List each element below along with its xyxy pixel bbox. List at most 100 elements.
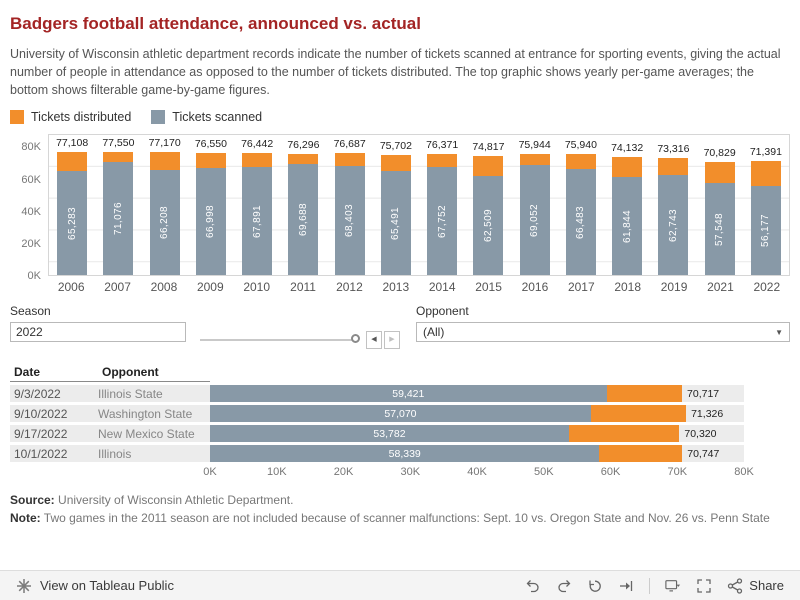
game-opponent: Washington State xyxy=(98,406,193,421)
scanned-bar[interactable]: 66,483 xyxy=(565,169,596,276)
scanned-bar[interactable]: 67,752 xyxy=(427,167,458,276)
scanned-value-label: 67,891 xyxy=(251,204,263,238)
legend-label-scanned: Tickets scanned xyxy=(172,110,263,125)
scanned-value-label: 61,844 xyxy=(621,209,633,243)
game-scanned-bar[interactable]: 58,339 xyxy=(210,445,600,463)
year-label: 2016 xyxy=(521,280,549,295)
distributed-bar[interactable]: 57,548 xyxy=(704,162,735,276)
scanned-bar[interactable]: 61,844 xyxy=(612,177,643,276)
distributed-bar[interactable]: 61,844 xyxy=(612,157,643,276)
legend-swatch-scanned xyxy=(151,110,166,125)
x-axis: 2006 2007 2008 2009 2010 2011 2012 2013 2014 2015… xyxy=(48,276,790,294)
scanned-value-label: 62,509 xyxy=(482,209,494,243)
scanned-bar[interactable]: 57,548 xyxy=(704,183,735,276)
year-column: 75,940 66,483 xyxy=(558,135,604,276)
share-button[interactable]: Share xyxy=(727,577,784,594)
year-label: 2010 xyxy=(243,280,271,295)
game-bar-track: 58,339 70,747 xyxy=(210,445,744,463)
scanned-value-label: 56,177 xyxy=(760,214,772,248)
game-distributed-label: 70,320 xyxy=(684,427,717,440)
opponent-dropdown-value: (All) xyxy=(423,325,445,340)
scanned-bar[interactable]: 62,743 xyxy=(658,175,689,276)
resume-icon[interactable] xyxy=(618,578,634,594)
game-row: 10/1/2022 Illinois 58,339 70,747 xyxy=(10,445,744,463)
scanned-bar[interactable]: 66,208 xyxy=(149,170,180,276)
game-scanned-bar[interactable]: 57,070 xyxy=(210,405,591,423)
distributed-bar[interactable]: 67,891 xyxy=(242,153,273,276)
fullscreen-icon[interactable] xyxy=(696,578,712,594)
year-column: 74,817 62,509 xyxy=(465,135,511,276)
scanned-bar[interactable]: 65,283 xyxy=(57,171,88,276)
scanned-bar[interactable]: 69,688 xyxy=(288,164,319,276)
games-rows: 9/3/2022 Illinois State 59,421 70,717 9/10/2… xyxy=(10,385,744,463)
download-icon[interactable] xyxy=(665,578,681,594)
year-label: 2007 xyxy=(104,280,131,295)
scanned-bar[interactable]: 71,076 xyxy=(103,162,134,276)
tableau-toolbar: View on Tableau Public Share xyxy=(0,570,800,600)
game-opponent: Illinois xyxy=(98,446,132,461)
game-scanned-bar[interactable]: 53,782 xyxy=(210,425,569,443)
year-label: 2011 xyxy=(290,280,316,295)
games-x-tick-label: 40K xyxy=(467,466,487,479)
games-x-tick-label: 70K xyxy=(667,466,688,479)
scanned-bar[interactable]: 67,891 xyxy=(242,167,273,276)
game-scanned-label: 59,421 xyxy=(392,387,425,400)
games-x-tick-label: 20K xyxy=(333,466,354,479)
year-label: 2014 xyxy=(428,280,456,295)
season-input[interactable] xyxy=(10,322,186,343)
view-on-tableau-link[interactable]: View on Tableau Public xyxy=(16,578,174,594)
scanned-bar[interactable]: 56,177 xyxy=(750,186,781,276)
source-label: Source: xyxy=(10,493,55,508)
scanned-bar[interactable]: 68,403 xyxy=(334,166,365,276)
opponent-dropdown[interactable]: (All) ▼ xyxy=(416,322,790,343)
games-x-tick-label: 30K xyxy=(400,466,421,479)
scanned-bar[interactable]: 65,491 xyxy=(380,171,411,276)
season-step-forward-button[interactable]: ▶ xyxy=(384,331,400,350)
column-header-opponent[interactable]: Opponent xyxy=(98,362,210,383)
year-column: 76,296 69,688 xyxy=(280,135,326,276)
scanned-value-label: 71,076 xyxy=(112,202,124,236)
distributed-total-label: 76,371 xyxy=(426,139,459,152)
share-icon xyxy=(727,577,743,594)
distributed-bar[interactable]: 65,491 xyxy=(380,155,411,276)
scanned-value-label: 65,283 xyxy=(66,206,78,240)
distributed-bar[interactable]: 65,283 xyxy=(57,152,88,276)
game-scanned-label: 58,339 xyxy=(388,447,421,460)
scanned-value-label: 57,548 xyxy=(714,212,726,246)
game-opponent: Illinois State xyxy=(98,386,163,401)
distributed-bar[interactable]: 71,076 xyxy=(103,152,134,276)
season-step-back-button[interactable]: ◀ xyxy=(366,331,382,350)
distributed-bar[interactable]: 66,483 xyxy=(565,154,596,276)
distributed-bar[interactable]: 56,177 xyxy=(750,161,781,276)
season-slider-handle[interactable] xyxy=(351,334,360,344)
distributed-bar[interactable]: 66,208 xyxy=(149,152,180,276)
legend-swatch-distributed xyxy=(10,110,24,125)
scanned-bar[interactable]: 66,998 xyxy=(195,168,226,276)
distributed-bar[interactable]: 69,688 xyxy=(288,154,319,276)
scanned-value-label: 67,752 xyxy=(436,204,448,238)
undo-icon[interactable] xyxy=(525,578,541,594)
year-label: 2021 xyxy=(707,280,734,295)
distributed-bar[interactable]: 62,509 xyxy=(473,156,504,276)
column-header-date[interactable]: Date xyxy=(10,362,98,383)
reset-icon[interactable] xyxy=(587,578,603,594)
scanned-value-label: 66,998 xyxy=(205,205,217,239)
game-scanned-bar[interactable]: 59,421 xyxy=(210,385,607,403)
redo-icon[interactable] xyxy=(556,578,572,594)
scanned-bar[interactable]: 69,052 xyxy=(519,165,550,276)
distributed-bar[interactable]: 67,752 xyxy=(427,154,458,276)
season-slider-track[interactable] xyxy=(200,334,360,344)
y-tick-label: 60K xyxy=(21,173,41,186)
game-scanned-label: 57,070 xyxy=(384,407,417,420)
year-label: 2008 xyxy=(150,280,178,295)
distributed-bar[interactable]: 66,998 xyxy=(195,153,226,276)
game-distributed-label: 70,747 xyxy=(687,447,720,460)
scanned-value-label: 66,483 xyxy=(575,205,587,239)
distributed-bar[interactable]: 69,052 xyxy=(519,154,550,276)
distributed-bar[interactable]: 62,743 xyxy=(658,158,689,276)
y-tick-label: 80K xyxy=(21,141,41,154)
note-text: Two games in the 2011 season are not inc… xyxy=(40,511,770,526)
distributed-bar[interactable]: 68,403 xyxy=(334,153,365,276)
scanned-bar[interactable]: 62,509 xyxy=(473,176,504,276)
distributed-total-label: 76,442 xyxy=(241,138,274,151)
